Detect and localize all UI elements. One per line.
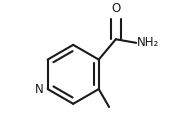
Text: O: O	[111, 2, 120, 15]
Text: N: N	[35, 83, 43, 96]
Text: NH₂: NH₂	[137, 36, 159, 49]
